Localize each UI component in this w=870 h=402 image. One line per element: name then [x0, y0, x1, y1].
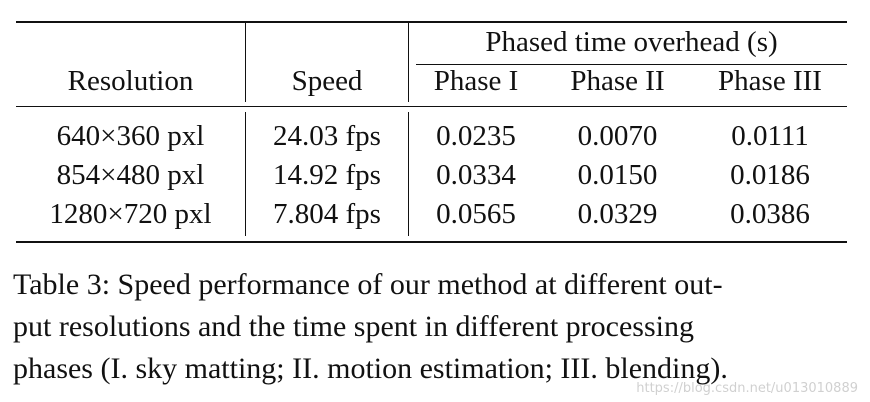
table-row-2-phase-1: 0.0334: [436, 159, 516, 191]
column-divider-1-body: [245, 112, 246, 236]
column-header-speed: Speed: [291, 65, 363, 97]
group-header-rule: [416, 64, 847, 65]
table-top-rule: [16, 21, 847, 23]
table-row-2-phase-3: 0.0186: [730, 159, 810, 191]
column-header-phase-1: Phase I: [433, 65, 519, 97]
table-row-2-resolution: 854×480 pxl: [56, 159, 205, 191]
header-bottom-rule: [16, 106, 847, 107]
table-caption: Table 3: Speed performance of our method…: [13, 264, 851, 390]
table-row-1-phase-2: 0.0070: [577, 120, 658, 152]
table-row-3-phase-1: 0.0565: [436, 198, 516, 230]
column-divider-2: [408, 22, 409, 102]
table-row-3-resolution: 1280×720 pxl: [49, 198, 212, 230]
watermark: https://blog.csdn.net/u013010889: [636, 381, 858, 396]
table-row-3-speed: 7.804 fps: [273, 198, 381, 230]
table-row-1-phase-1: 0.0235: [436, 120, 516, 152]
table-row-3-phase-2: 0.0329: [577, 198, 658, 230]
table-row-2-speed: 14.92 fps: [273, 159, 381, 191]
column-header-phase-3: Phase III: [718, 65, 822, 97]
column-divider-2-body: [408, 112, 409, 236]
column-header-phase-2: Phase II: [570, 65, 665, 97]
table-row-3-phase-3: 0.0386: [730, 198, 810, 230]
caption-line-2: put resolutions and the time spent in di…: [13, 310, 694, 343]
table-row-2-phase-2: 0.0150: [577, 159, 658, 191]
table-row-1-speed: 24.03 fps: [273, 120, 381, 152]
table-bottom-rule: [16, 241, 847, 243]
table-row-1-phase-3: 0.0111: [731, 120, 809, 152]
caption-line-1: Table 3: Speed performance of our method…: [13, 268, 723, 301]
group-header-phased-time: Phased time overhead (s): [485, 26, 778, 58]
column-header-resolution: Resolution: [67, 65, 194, 97]
column-divider-1: [245, 22, 246, 102]
caption-line-3: phases (I. sky matting; II. motion estim…: [13, 352, 728, 385]
table-row-1-resolution: 640×360 pxl: [56, 120, 205, 152]
